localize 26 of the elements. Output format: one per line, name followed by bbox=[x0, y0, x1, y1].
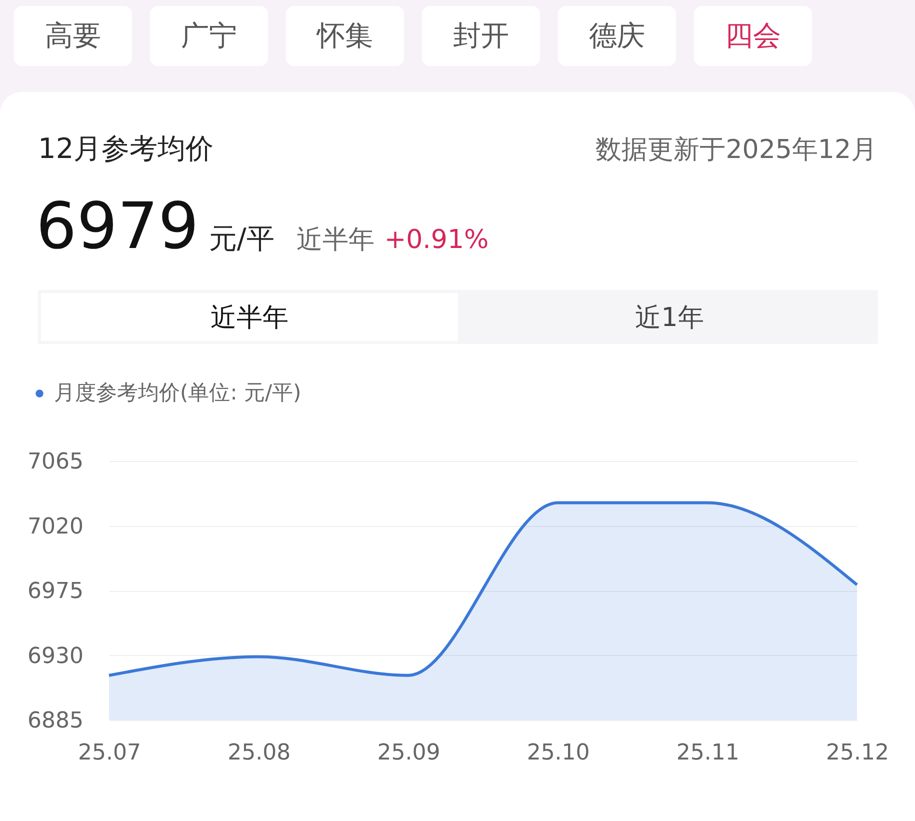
x-tick-label: 25.10 bbox=[526, 740, 590, 766]
text: +0.91% bbox=[384, 225, 489, 255]
text: 近1年 bbox=[634, 302, 705, 334]
x-tick-label: 25.12 bbox=[826, 740, 889, 766]
legend-label: 月度参考均价(单位: 元/平) bbox=[54, 380, 302, 404]
text: 6979 bbox=[36, 190, 199, 264]
text: 高要 bbox=[14, 6, 132, 66]
text: 封开 bbox=[422, 6, 540, 66]
y-tick-label: 7020 bbox=[28, 514, 84, 540]
text: 近半年 bbox=[41, 293, 458, 341]
x-tick-label: 25.09 bbox=[377, 740, 440, 766]
x-tick-label: 25.07 bbox=[78, 740, 141, 766]
text: 广宁 bbox=[150, 6, 268, 66]
y-tick-label: 6885 bbox=[28, 708, 84, 734]
x-tick-label: 25.08 bbox=[228, 740, 291, 766]
x-tick-label: 25.11 bbox=[676, 740, 740, 766]
y-tick-label: 6930 bbox=[28, 644, 84, 669]
y-tick-label: 7065 bbox=[28, 450, 84, 474]
text: 近半年 bbox=[296, 224, 374, 257]
chart-title: 12月参考均价 bbox=[38, 131, 214, 167]
text: 数据更新于2025年12月 bbox=[596, 134, 877, 167]
text: 德庆 bbox=[558, 6, 676, 66]
text: 四会 bbox=[694, 6, 812, 66]
text: 元/平 bbox=[208, 221, 274, 257]
y-tick-label: 6975 bbox=[28, 579, 84, 604]
text: 怀集 bbox=[286, 6, 404, 66]
